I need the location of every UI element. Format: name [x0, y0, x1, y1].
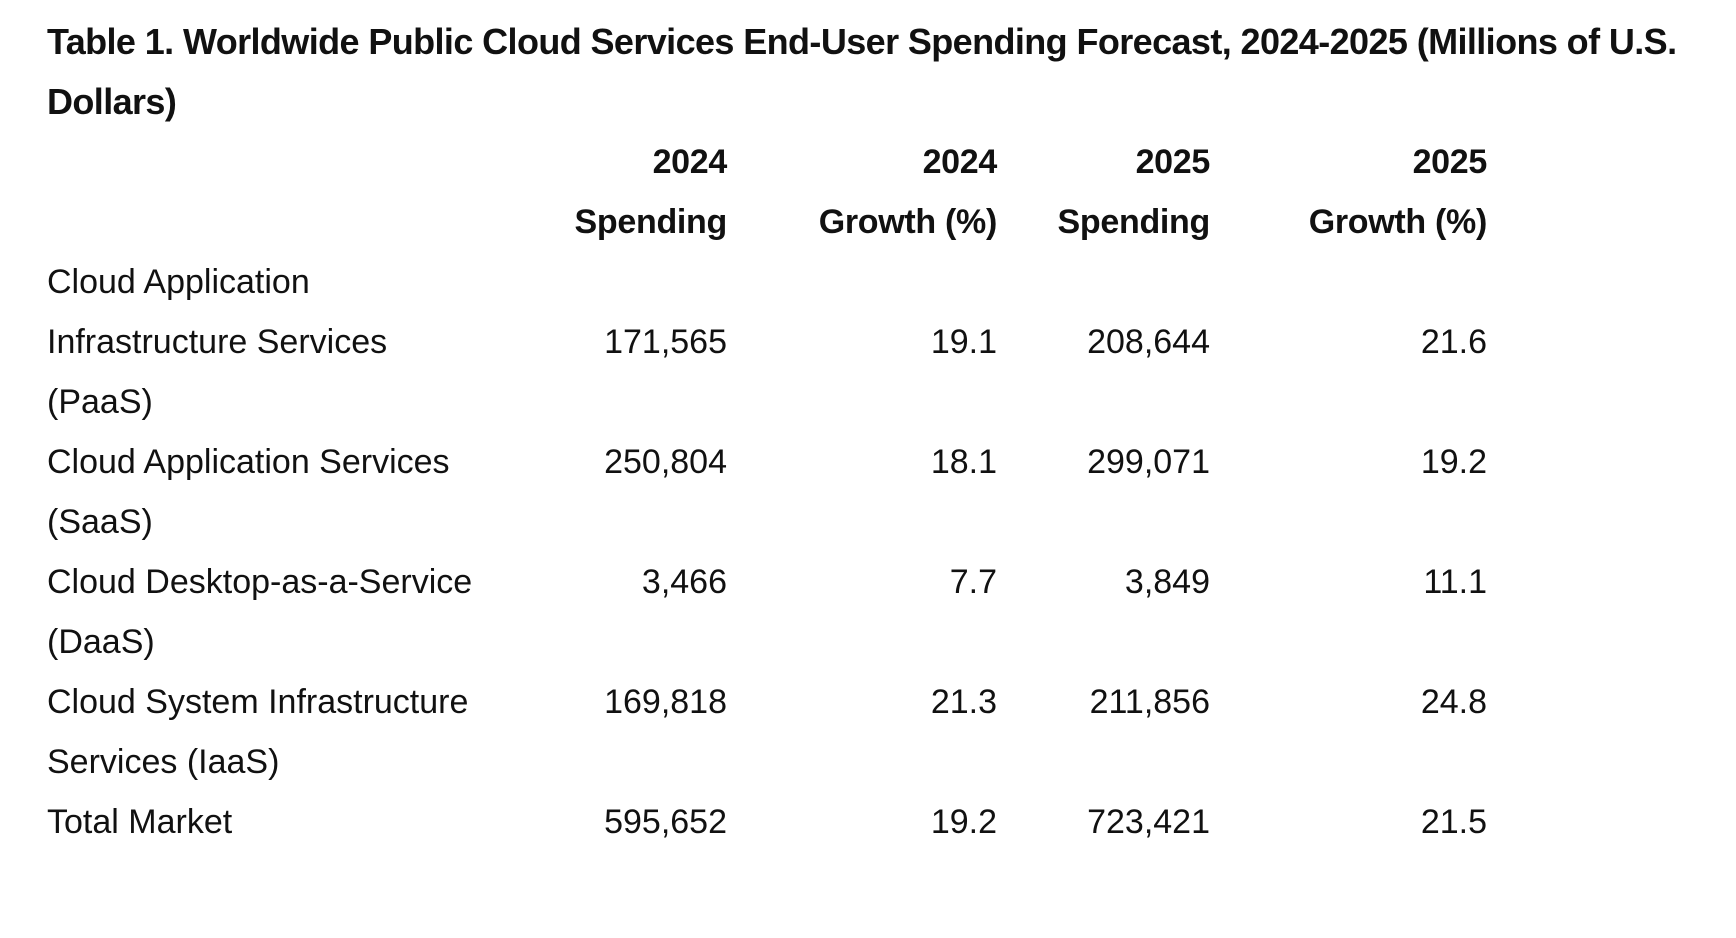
header-year: 2025	[1135, 143, 1211, 181]
cell-2024-spending: 250,804	[604, 443, 727, 481]
cell-2025-spending: 208,644	[997, 252, 1210, 432]
total-2024-spending: 595,652	[604, 803, 727, 841]
cell-2025-spending: 211,856	[1089, 683, 1210, 721]
header-2025-growth: 2025 Growth (%)	[1210, 132, 1488, 252]
cell-2024-spending: 169,818	[604, 683, 727, 721]
table-row-paas: Cloud Application Infrastructure Service…	[47, 252, 1487, 432]
total-2025-growth: 21.5	[1420, 803, 1487, 841]
row-label: Cloud Desktop-as-a-Service (DaaS)	[47, 563, 473, 661]
total-2025-spending: 723,421	[1087, 803, 1210, 841]
cell-2025-growth: 24.8	[1420, 683, 1487, 721]
header-2024-spending: 2024 Spending	[487, 132, 728, 252]
header-metric: Growth (%)	[818, 203, 998, 241]
row-label: Cloud Application Infrastructure Service…	[47, 263, 388, 421]
value: 171,565	[604, 323, 727, 361]
cell-2024-growth: 21.3	[930, 683, 997, 721]
value: 19.1	[930, 323, 997, 361]
total-2024-growth: 19.2	[930, 803, 997, 841]
row-label: Cloud System Infrastructure Services (Ia…	[47, 683, 469, 781]
table-row-iaas: Cloud System Infrastructure Services (Ia…	[47, 672, 1487, 792]
cell-2024-growth: 7.7	[949, 563, 997, 601]
header-year: 2025	[1412, 143, 1488, 181]
cell-2024-growth: 19.1	[727, 252, 997, 432]
table-header-row: 2024 Spending 2024 Growth (%) 2025 Spend…	[47, 132, 1488, 252]
cell-2024-spending: 3,466	[641, 563, 727, 601]
header-metric: Spending	[1057, 203, 1211, 241]
header-blank	[47, 132, 487, 252]
header-2024-growth: 2024 Growth (%)	[727, 132, 998, 252]
table-row-saas: Cloud Application Services (SaaS) 250,80…	[47, 432, 1487, 552]
document-page: Table 1. Worldwide Public Cloud Services…	[47, 12, 1707, 852]
table-row-total: Total Market 595,652 19.2 723,421 21.5	[47, 792, 1487, 852]
row-label: Cloud Application Services (SaaS)	[47, 443, 450, 541]
table-row-daas: Cloud Desktop-as-a-Service (DaaS) 3,466 …	[47, 552, 1487, 672]
header-metric: Spending	[574, 203, 728, 241]
cell-2025-spending: 299,071	[1087, 443, 1210, 481]
header-2025-spending: 2025 Spending	[997, 132, 1211, 252]
cell-2024-growth: 18.1	[930, 443, 997, 481]
cell-2025-growth: 19.2	[1420, 443, 1487, 481]
total-label: Total Market	[47, 803, 233, 841]
header-year: 2024	[652, 143, 728, 181]
cell-2024-spending: 171,565	[487, 252, 727, 432]
cell-2025-growth: 11.1	[1423, 563, 1487, 601]
value: 208,644	[1087, 323, 1210, 361]
spending-forecast-table: 2024 Spending 2024 Growth (%) 2025 Spend…	[47, 132, 1487, 852]
value: 21.6	[1420, 323, 1487, 361]
header-year: 2024	[922, 143, 998, 181]
table-title: Table 1. Worldwide Public Cloud Services…	[47, 21, 1677, 122]
cell-2025-growth: 21.6	[1210, 252, 1487, 432]
header-metric: Growth (%)	[1308, 203, 1488, 241]
cell-2025-spending: 3,849	[1124, 563, 1210, 601]
